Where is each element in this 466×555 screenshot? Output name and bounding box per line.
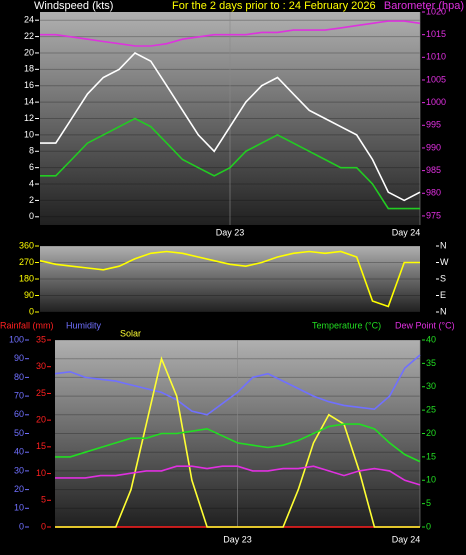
yticks-label: 2 xyxy=(29,195,34,205)
yticks-label: 18 xyxy=(24,64,34,74)
chart-title: For the 2 days prior to : 24 February 20… xyxy=(172,0,376,12)
yticks-label: 100 xyxy=(9,334,24,344)
y2ticks-label: E xyxy=(440,290,446,300)
yticks-label: 6 xyxy=(29,162,34,172)
yticks-label: 22 xyxy=(24,31,34,41)
y2ticks-label: 1000 xyxy=(426,97,446,107)
y2ticks-label: 1005 xyxy=(426,74,446,84)
yticks-label: 50 xyxy=(14,428,24,438)
y3ticks-label: 25 xyxy=(36,388,46,398)
wind-label: Windspeed (kts) xyxy=(34,0,113,12)
y2ticks-label: 20 xyxy=(426,428,436,438)
y2ticks-label: N xyxy=(440,240,447,250)
series-line xyxy=(55,423,421,463)
legend-entry: Temperature (°C) xyxy=(312,320,381,330)
y2ticks-label: 990 xyxy=(426,142,441,152)
y2ticks-label: 40 xyxy=(426,334,436,344)
baro-label: Barometer (hpa) xyxy=(384,0,464,12)
yticks-label: 10 xyxy=(14,503,24,513)
yticks-label: 40 xyxy=(14,447,24,457)
yticks-label: 4 xyxy=(29,178,34,188)
y2ticks-label: N xyxy=(440,306,447,316)
y3ticks-label: 35 xyxy=(36,334,46,344)
y3ticks-label: 0 xyxy=(41,521,46,531)
y2ticks-label: 1020 xyxy=(426,6,446,16)
y2ticks-label: 1015 xyxy=(426,29,446,39)
y2ticks-label: 15 xyxy=(426,451,436,461)
yticks-label: 0 xyxy=(19,521,24,531)
y2ticks-label: W xyxy=(440,257,449,267)
legend-entry: Humidity xyxy=(66,320,102,330)
series-line xyxy=(40,52,421,202)
y2ticks-label: 5 xyxy=(426,498,431,508)
yticks-label: 0 xyxy=(29,306,34,316)
y2ticks-label: 25 xyxy=(426,405,436,415)
series-line xyxy=(55,465,421,486)
yticks-label: 70 xyxy=(14,390,24,400)
yticks-label: 14 xyxy=(24,96,34,106)
y2ticks-label: 1010 xyxy=(426,52,446,62)
x-tick-label: Day 24 xyxy=(392,227,421,237)
legend-entry: Solar xyxy=(120,328,141,338)
series-line xyxy=(40,20,421,47)
y3ticks-label: 15 xyxy=(36,441,46,451)
yticks-label: 360 xyxy=(19,240,34,250)
yticks-label: 10 xyxy=(24,129,34,139)
y2ticks-label: 975 xyxy=(426,210,441,220)
series-line xyxy=(39,250,420,308)
y2ticks-label: 985 xyxy=(426,165,441,175)
yticks-label: 20 xyxy=(14,484,24,494)
y2ticks-label: 30 xyxy=(426,381,436,391)
yticks-label: 60 xyxy=(14,409,24,419)
yticks-label: 0 xyxy=(29,211,34,221)
y2ticks-label: 35 xyxy=(426,358,436,368)
y2ticks-label: 995 xyxy=(426,120,441,130)
y3ticks-label: 30 xyxy=(36,361,46,371)
y2ticks-label: 10 xyxy=(426,475,436,485)
yticks-label: 90 xyxy=(24,290,34,300)
x-tick-label: Day 23 xyxy=(216,227,245,237)
yticks-label: 16 xyxy=(24,80,34,90)
yticks-label: 20 xyxy=(24,47,34,57)
series-line xyxy=(54,354,421,416)
legend-entry: Rainfall (mm) xyxy=(0,320,54,330)
y2ticks-label: 980 xyxy=(426,188,441,198)
yticks-label: 270 xyxy=(19,257,34,267)
yticks-label: 24 xyxy=(24,15,34,25)
yticks-label: 8 xyxy=(29,146,34,156)
x-tick-label: Day 24 xyxy=(392,534,421,544)
y2ticks-label: S xyxy=(440,273,446,283)
yticks-label: 180 xyxy=(19,273,34,283)
x-tick-label: Day 23 xyxy=(223,534,252,544)
yticks-label: 90 xyxy=(14,353,24,363)
yticks-label: 12 xyxy=(24,113,34,123)
y2ticks-label: 0 xyxy=(426,521,431,531)
y3ticks-label: 5 xyxy=(41,495,46,505)
y3ticks-label: 20 xyxy=(36,415,46,425)
yticks-label: 80 xyxy=(14,372,24,382)
legend-entry: Dew Point (°C) xyxy=(395,320,455,330)
series-line xyxy=(40,117,420,210)
y3ticks-label: 10 xyxy=(36,468,46,478)
yticks-label: 30 xyxy=(14,465,24,475)
